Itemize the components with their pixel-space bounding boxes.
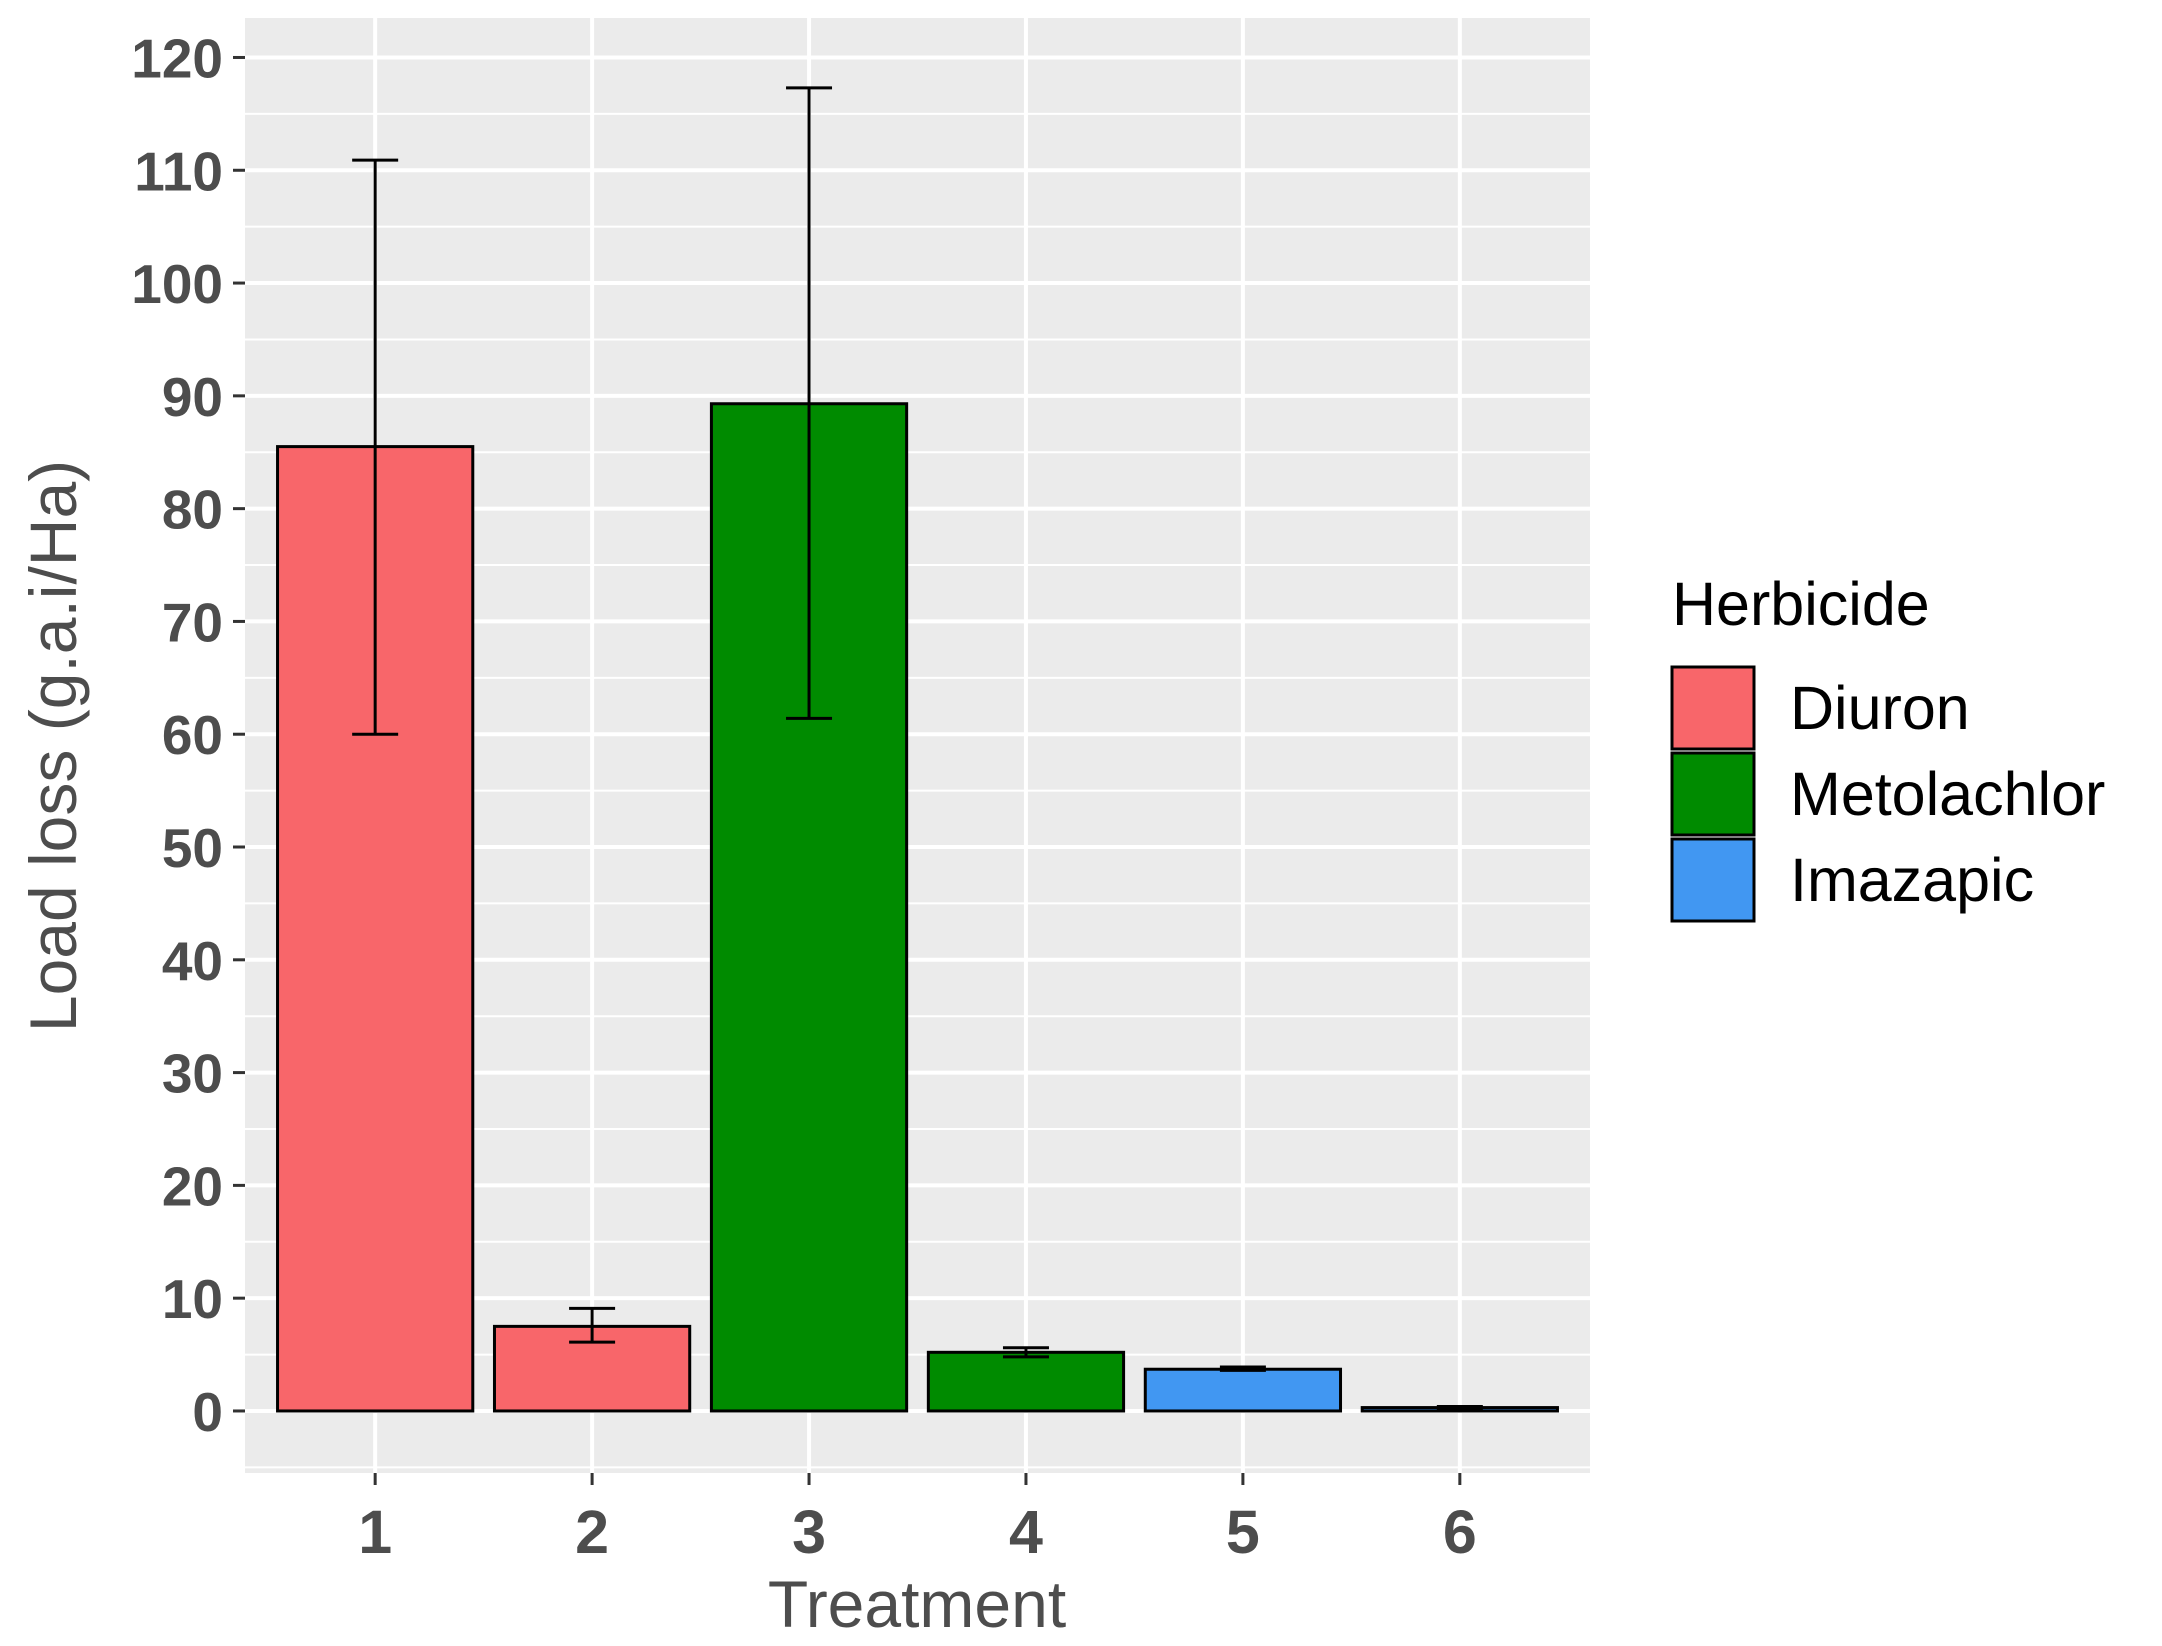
x-tick-label: 4 — [1009, 1498, 1043, 1566]
error-bar-treatment-2 — [569, 1306, 616, 1344]
error-bar-treatment-1 — [352, 158, 399, 736]
y-tick-label: 50 — [162, 817, 223, 879]
y-tick-label: 90 — [162, 366, 223, 428]
y-axis: 0 10 20 30 40 50 60 70 80 90 100 110 120 — [131, 27, 245, 1443]
error-bar-treatment-6 — [1436, 1404, 1483, 1411]
legend-label: Diuron — [1790, 674, 1970, 742]
legend: Herbicide Diuron Metolachlor Imazapic — [1670, 570, 2105, 923]
x-tick-label: 6 — [1443, 1498, 1477, 1566]
major-gridlines — [245, 18, 1590, 1473]
x-tick-label: 5 — [1226, 1498, 1260, 1566]
legend-entry-diuron: Diuron — [1670, 665, 1970, 751]
y-tick-label: 0 — [192, 1381, 223, 1443]
x-tick-label: 2 — [575, 1498, 609, 1566]
legend-swatch — [1670, 665, 1756, 751]
error-bar-treatment-3 — [786, 86, 833, 720]
bar-treatment-4 — [926, 1350, 1126, 1413]
legend-entry-imazapic: Imazapic — [1670, 837, 2034, 923]
legend-label: Imazapic — [1790, 846, 2034, 914]
y-tick-label: 40 — [162, 930, 223, 992]
legend-label: Metolachlor — [1790, 760, 2105, 828]
y-tick-label: 120 — [131, 27, 223, 89]
error-bar-treatment-4 — [1002, 1346, 1049, 1359]
y-tick-label: 100 — [131, 253, 223, 315]
legend-entry-metolachlor: Metolachlor — [1670, 751, 2105, 837]
y-tick-label: 70 — [162, 591, 223, 653]
legend-swatch — [1670, 837, 1756, 923]
y-axis-title: Load loss (g.a.i/Ha) — [16, 460, 90, 1032]
y-tick-label: 20 — [162, 1155, 223, 1217]
y-tick-label: 80 — [162, 479, 223, 541]
x-tick-label: 3 — [792, 1498, 826, 1566]
x-axis: 1 2 3 4 5 6 — [358, 1473, 1477, 1566]
y-tick-label: 110 — [134, 140, 223, 202]
x-axis-title: Treatment — [768, 1567, 1066, 1641]
y-tick-label: 10 — [162, 1268, 223, 1330]
y-tick-label: 30 — [162, 1043, 223, 1105]
bar-treatment-5 — [1143, 1367, 1343, 1413]
error-bar-treatment-5 — [1219, 1365, 1266, 1372]
legend-swatch — [1670, 751, 1756, 837]
legend-title: Herbicide — [1672, 570, 1930, 638]
x-tick-label: 1 — [358, 1498, 392, 1566]
error-bars — [352, 86, 1483, 1411]
y-tick-label: 60 — [162, 704, 223, 766]
